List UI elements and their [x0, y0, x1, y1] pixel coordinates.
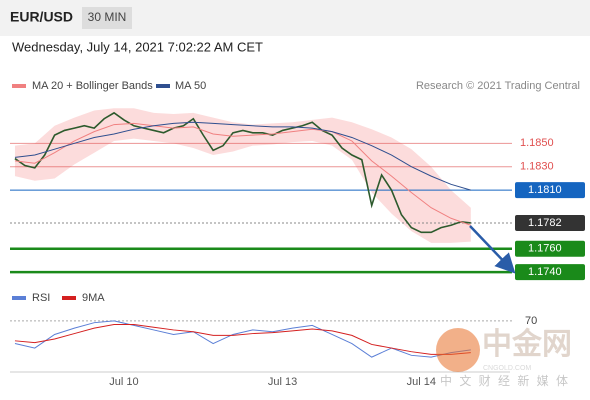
series-line	[14, 111, 471, 234]
series-line	[14, 122, 471, 226]
legend-swatch	[62, 296, 76, 300]
legend-swatch	[12, 84, 26, 88]
legend-label: MA 20 + Bollinger Bands	[32, 80, 153, 92]
legend-swatch	[12, 296, 26, 300]
domain: CNGOLD.COM	[483, 365, 531, 372]
symbol: EUR/USD	[10, 9, 73, 25]
x-tick-label: Jul 13	[268, 376, 297, 388]
watermark: 中金网 CNGOLD.COM 中 文 财 经 新 媒 体	[436, 327, 572, 388]
level-label: 1.1760	[528, 243, 562, 255]
level-tag	[515, 264, 585, 281]
level-label: 1.1740	[528, 266, 562, 278]
x-tick-label: Jul 14	[407, 376, 436, 388]
x-tick-label: Jul 10	[109, 376, 138, 388]
series-line	[14, 320, 471, 358]
legend-label: MA 50	[175, 80, 206, 92]
legend-label: 9MA	[82, 292, 105, 304]
series-line	[14, 121, 471, 191]
timeframe-badge[interactable]	[82, 7, 132, 29]
level-label: 1.1782	[528, 217, 562, 229]
series-line	[14, 324, 471, 355]
level-label: 1.1830	[520, 161, 554, 173]
level-tag	[515, 240, 585, 257]
brand: 中金网	[482, 327, 572, 361]
level-label: 1.1850	[520, 137, 554, 149]
level-label: 1.1810	[528, 184, 562, 196]
level-tag	[515, 214, 585, 231]
slogan: 中 文 财 经 新 媒 体	[440, 373, 570, 388]
logo	[436, 328, 480, 372]
level-tag	[515, 182, 585, 199]
legend-swatch	[156, 84, 170, 88]
bollinger-band	[14, 108, 471, 243]
timeframe: 30 MIN	[88, 10, 127, 24]
y-tick-label: 70	[525, 315, 537, 327]
credit: Research © 2021 Trading Central	[416, 80, 580, 92]
legend-label: RSI	[32, 292, 50, 304]
date: Wednesday, July 14, 2021 7:02:22 AM CET	[12, 39, 263, 54]
forecast-arrow	[469, 225, 516, 274]
